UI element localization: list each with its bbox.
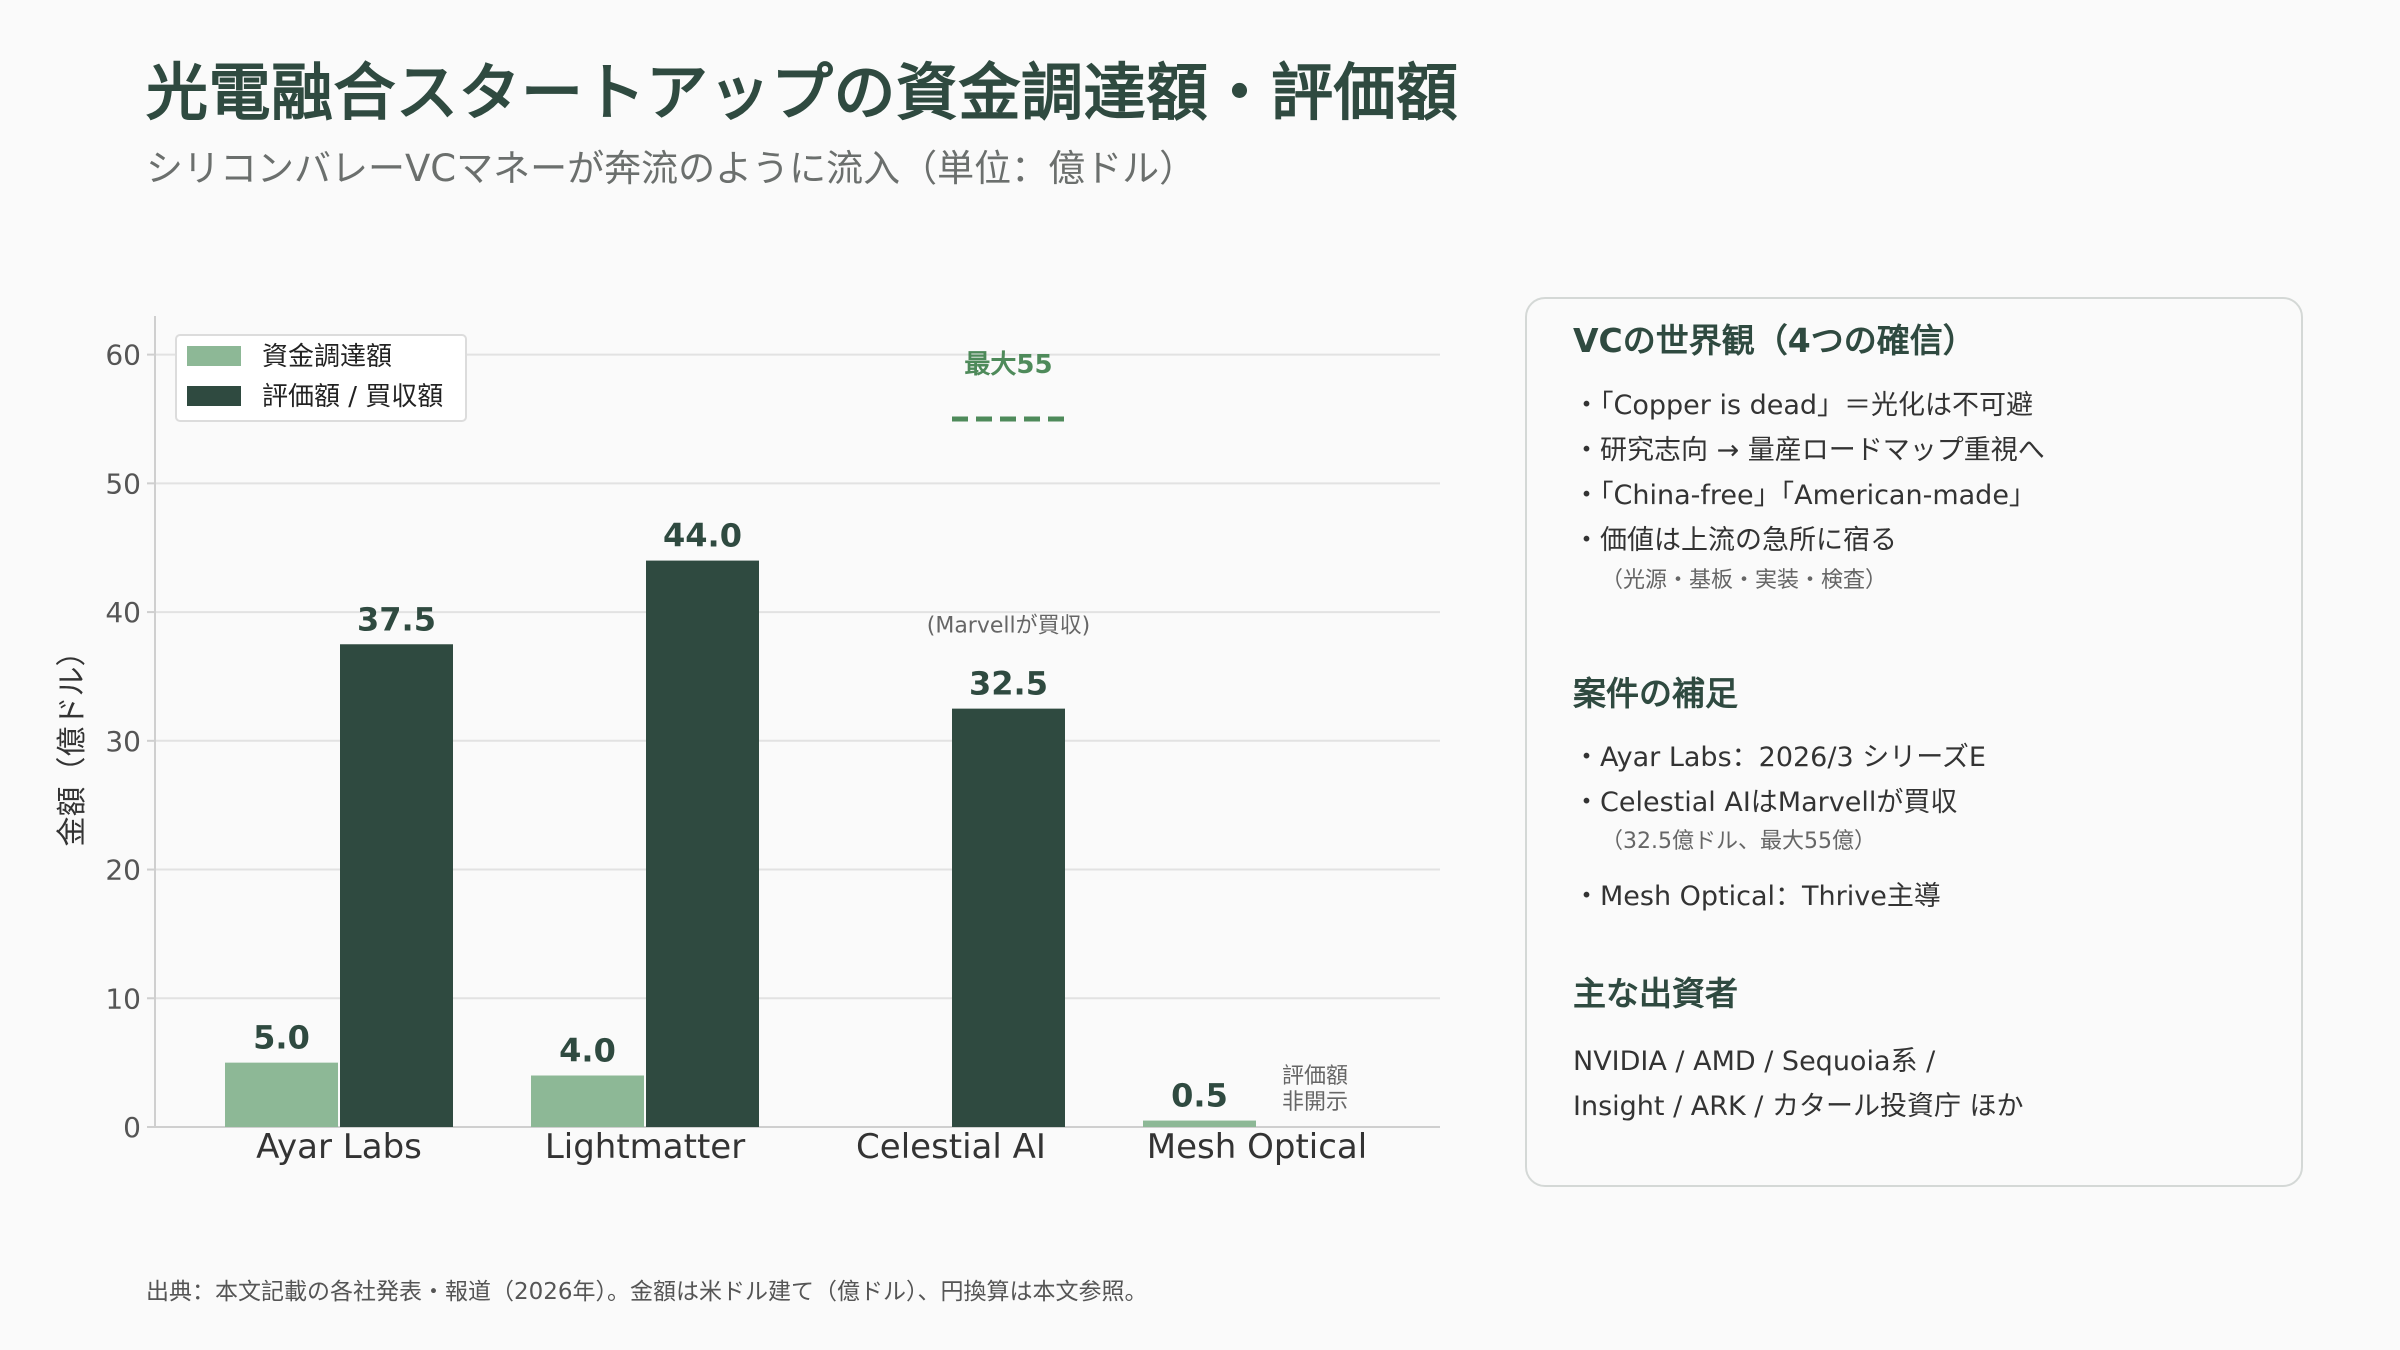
bar-valuation [340,644,453,1127]
data-label: 37.5 [357,600,436,638]
x-tick-label: Ayar Labs [256,1127,422,1167]
y-tick-label: 20 [105,854,141,887]
panel-heading-worldview: VCの世界観（4つの確信） [1573,321,1976,360]
panel-item: ・Celestial AIはMarvellが買収 [1573,787,1958,818]
bar-funding [531,1075,644,1127]
x-tick-label: Celestial AI [856,1127,1046,1167]
acquired-note: (Marvellが買収) [927,614,1090,639]
panel-item: ・「China-free」「American-made」 [1573,480,2036,511]
panel-item: ・「Copper is dead」＝光化は不可避 [1573,390,2034,421]
bar-funding [225,1062,338,1127]
y-tick-label: 10 [105,982,141,1015]
bar-valuation [646,560,759,1127]
legend-label: 評価額 / 買収額 [262,382,443,412]
bar-chart: 0 10 20 30 40 50 60 金額（億ドル） 5.0 37.5 Ayar Labs 4.0 4… [55,316,1440,1167]
info-panel: VCの世界観（4つの確信） ・「Copper is dead」＝光化は不可避 ・… [1525,297,2303,1187]
legend-label: 資金調達額 [262,342,392,372]
source-note: 出典：本文記載の各社発表・報道（2026年）。金額は米ドル建て（億ドル）、円換算… [146,1279,1148,1305]
y-tick-label: 60 [105,339,141,372]
data-label: 32.5 [969,665,1048,703]
panel-note: （光源・基板・実装・検査） [1601,568,1888,593]
legend-box [175,334,467,422]
data-label: 4.0 [559,1032,616,1070]
x-tick-label: Lightmatter [545,1127,745,1167]
y-tick-label: 0 [123,1111,141,1144]
panel-item: ・Mesh Optical：Thrive主導 [1573,881,1941,912]
page-subtitle: シリコンバレーVCマネーが奔流のように流入（単位：億ドル） [146,147,1197,190]
investors-line: NVIDIA / AMD / Sequoia系 / [1573,1046,1936,1077]
undisclosed-note: 非開示 [1282,1090,1348,1115]
bar-valuation [952,708,1065,1127]
legend-swatch [187,346,241,366]
legend-swatch [187,386,241,406]
panel-heading-investors: 主な出資者 [1573,974,1738,1013]
investors-line: Insight / ARK / カタール投資庁 ほか [1573,1091,2024,1122]
y-axis-label: 金額（億ドル） [55,637,90,847]
data-label: 5.0 [253,1019,310,1057]
y-tick-label: 50 [105,467,141,500]
max-value-label: 最大55 [964,350,1052,380]
page-title: 光電融合スタートアップの資金調達額・評価額 [146,56,1459,129]
data-label: 44.0 [663,517,742,555]
x-tick-label: Mesh Optical [1147,1127,1367,1167]
y-tick-label: 30 [105,725,141,758]
panel-item: ・価値は上流の急所に宿る [1573,525,1897,556]
panel-item: ・研究志向 → 量産ロードマップ重視へ [1573,435,2045,466]
y-tick-label: 40 [105,596,141,629]
panel-item: ・Ayar Labs：2026/3 シリーズE [1573,742,1986,773]
data-label: 0.5 [1171,1077,1228,1115]
bar-funding [1143,1120,1256,1127]
panel-heading-deals: 案件の補足 [1573,674,1738,713]
panel-note: （32.5億ドル、最大55億） [1601,829,1876,854]
undisclosed-note: 評価額 [1282,1064,1348,1089]
